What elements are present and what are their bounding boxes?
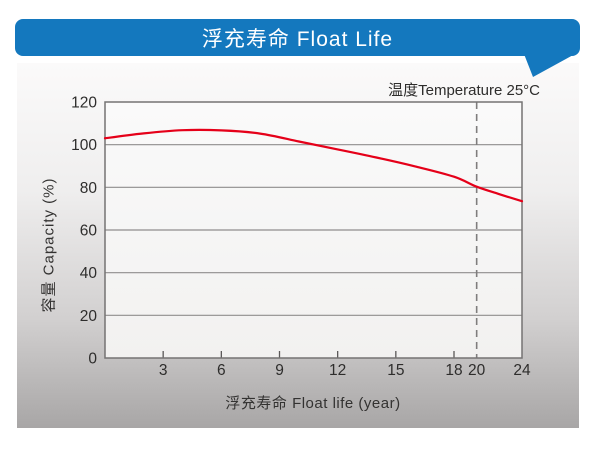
svg-text:20: 20 <box>468 362 486 379</box>
svg-text:60: 60 <box>80 223 98 240</box>
float-life-banner: 浮充寿命 Float Life <box>15 19 580 56</box>
y-tick-labels: 0 20 40 60 80 100 120 <box>71 95 97 368</box>
svg-text:20: 20 <box>80 308 98 325</box>
svg-text:9: 9 <box>275 362 284 379</box>
capacity-curve <box>103 128 524 203</box>
svg-text:3: 3 <box>159 362 168 379</box>
svg-text:0: 0 <box>88 351 97 368</box>
banner-tail-icon <box>524 54 575 77</box>
x-axis-title: 浮充寿命 Float life (year) <box>225 395 401 412</box>
svg-text:40: 40 <box>80 265 98 282</box>
y-axis-title: 容量 Capacity (%) <box>40 177 58 313</box>
svg-text:18: 18 <box>445 362 462 379</box>
svg-text:24: 24 <box>513 362 531 379</box>
svg-text:80: 80 <box>80 180 98 197</box>
x-tick-marks <box>162 351 455 358</box>
svg-text:12: 12 <box>329 362 346 379</box>
svg-text:6: 6 <box>217 362 226 379</box>
svg-text:100: 100 <box>71 137 97 154</box>
banner-title: 浮充寿命 Float Life <box>201 27 394 51</box>
plot-border <box>104 101 523 359</box>
temperature-annotation: 温度Temperature 25°C <box>388 82 540 99</box>
x-tick-labels: 3 6 9 12 15 18 20 24 <box>159 362 531 379</box>
svg-text:120: 120 <box>71 95 97 112</box>
svg-text:15: 15 <box>387 362 404 379</box>
